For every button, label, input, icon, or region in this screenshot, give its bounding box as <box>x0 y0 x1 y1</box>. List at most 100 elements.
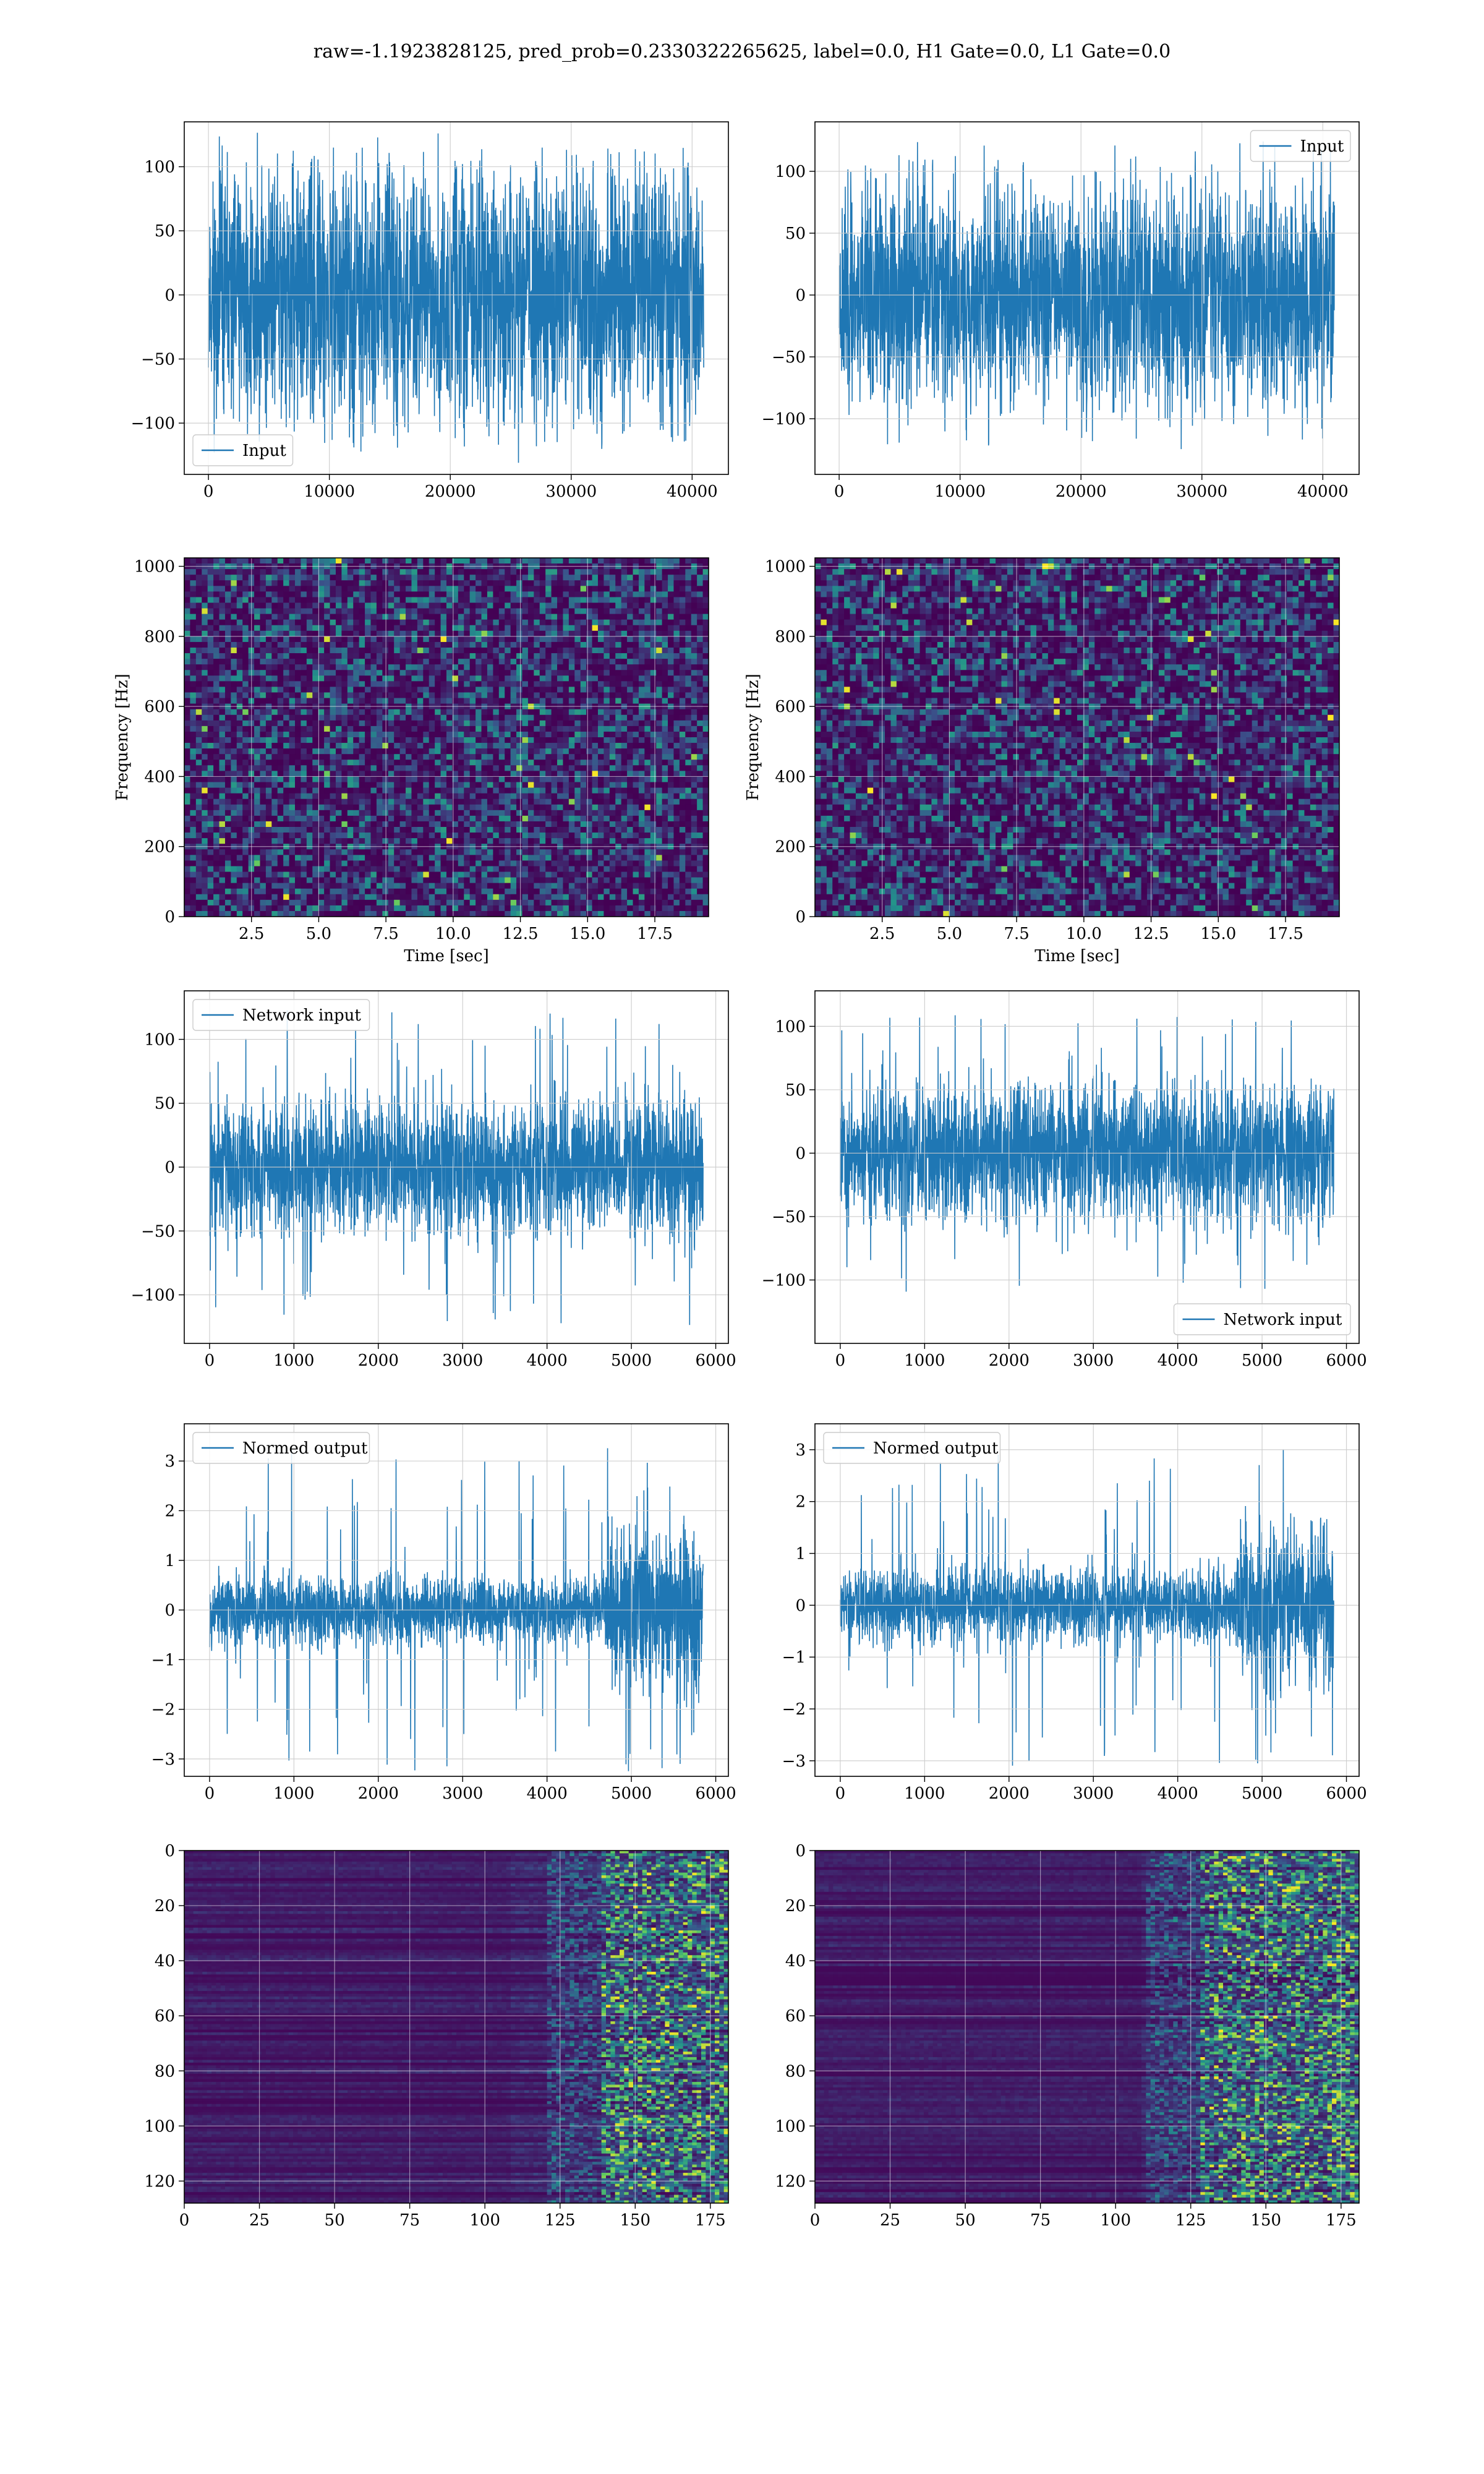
heat-cell <box>324 804 331 811</box>
heat-cell <box>195 670 202 676</box>
heat-cell <box>621 681 628 688</box>
heat-cell <box>498 619 505 626</box>
heat-cell <box>516 714 523 721</box>
heat-cell <box>539 714 546 721</box>
heat-cell <box>603 720 610 727</box>
heat-cell <box>306 787 313 794</box>
heat-cell <box>394 630 401 637</box>
heat-cell <box>219 776 226 783</box>
heat-cell <box>213 720 220 727</box>
heat-cell <box>207 597 214 604</box>
heat-cell <box>551 681 558 688</box>
heat-cell <box>627 675 634 682</box>
heat-cell <box>417 883 424 889</box>
heat-cell <box>219 714 226 721</box>
heat-cell <box>568 776 575 783</box>
heat-cell <box>493 575 500 581</box>
heat-cell <box>184 860 191 867</box>
heat-cell <box>423 894 430 901</box>
heat-cell <box>277 641 284 648</box>
heat-cell <box>324 580 331 586</box>
heat-cell <box>242 765 249 771</box>
heat-cell <box>231 743 237 749</box>
heat-cell <box>464 698 471 704</box>
heat-cell <box>388 698 394 704</box>
heat-cell <box>498 692 505 699</box>
heat-cell <box>283 569 290 575</box>
heat-cell <box>522 860 529 867</box>
heat-cell <box>370 591 377 598</box>
heat-cell <box>597 597 604 604</box>
heat-cell <box>574 602 581 609</box>
heat-cell <box>551 597 558 604</box>
heat-cell <box>242 726 249 732</box>
heat-cell <box>429 793 435 800</box>
heat-cell <box>475 659 482 665</box>
heat-cell <box>469 692 476 699</box>
heat-cell <box>580 687 587 693</box>
heat-cell <box>254 648 261 654</box>
heat-cell <box>539 670 546 676</box>
heat-cell <box>195 804 202 811</box>
heat-cell <box>574 748 581 755</box>
heat-cell <box>254 653 261 659</box>
heat-cell <box>283 787 290 794</box>
heat-cell <box>458 648 464 654</box>
heat-cell <box>394 670 401 676</box>
heat-cell <box>399 776 406 783</box>
heat-cell <box>318 810 325 816</box>
heat-cell <box>423 798 430 805</box>
heat-cell <box>464 630 471 637</box>
heat-cell <box>353 888 360 895</box>
heat-cell <box>219 899 226 906</box>
heat-cell <box>516 698 523 704</box>
heat-cell <box>603 714 610 721</box>
heat-cell <box>406 602 412 609</box>
heat-cell <box>370 771 377 777</box>
heat-cell <box>370 569 377 575</box>
heat-cell <box>341 905 348 912</box>
heat-cell <box>330 608 336 615</box>
heat-cell <box>417 855 424 861</box>
heat-cell <box>440 714 447 721</box>
heat-cell <box>306 630 313 637</box>
heat-cell <box>388 709 394 716</box>
heat-cell <box>283 760 290 766</box>
heat-cell <box>464 664 471 670</box>
heat-cell <box>615 776 622 783</box>
heat-cell <box>295 810 302 816</box>
heat-cell <box>411 894 418 901</box>
heat-cell <box>260 866 267 873</box>
heat-cell <box>236 754 243 760</box>
heat-cell <box>190 681 197 688</box>
heat-cell <box>627 855 634 861</box>
heat-cell <box>195 659 202 665</box>
heat-cell <box>190 765 197 771</box>
heat-cell <box>359 681 365 688</box>
heat-cell <box>458 709 464 716</box>
heat-cell <box>388 860 394 867</box>
heat-cell <box>254 692 261 699</box>
heat-cell <box>545 569 552 575</box>
heat-cell <box>347 748 354 755</box>
heat-cell <box>527 641 534 648</box>
heat-cell <box>574 866 581 873</box>
heat-cell <box>353 580 360 586</box>
heat-cell <box>615 793 622 800</box>
heat-cell <box>574 726 581 732</box>
heat-cell <box>597 720 604 727</box>
heat-cell <box>417 614 424 620</box>
heat-cell <box>184 659 191 665</box>
heat-cell <box>440 855 447 861</box>
heat-cell <box>539 659 546 665</box>
heat-cell <box>592 720 599 727</box>
heat-cell <box>481 659 488 665</box>
heat-cell <box>621 838 628 844</box>
heat-cell <box>475 905 482 912</box>
heat-cell <box>289 810 296 816</box>
heat-cell <box>580 883 587 889</box>
heat-cell <box>505 614 511 620</box>
heat-cell <box>458 675 464 682</box>
heat-cell <box>306 743 313 749</box>
heat-cell <box>568 659 575 665</box>
